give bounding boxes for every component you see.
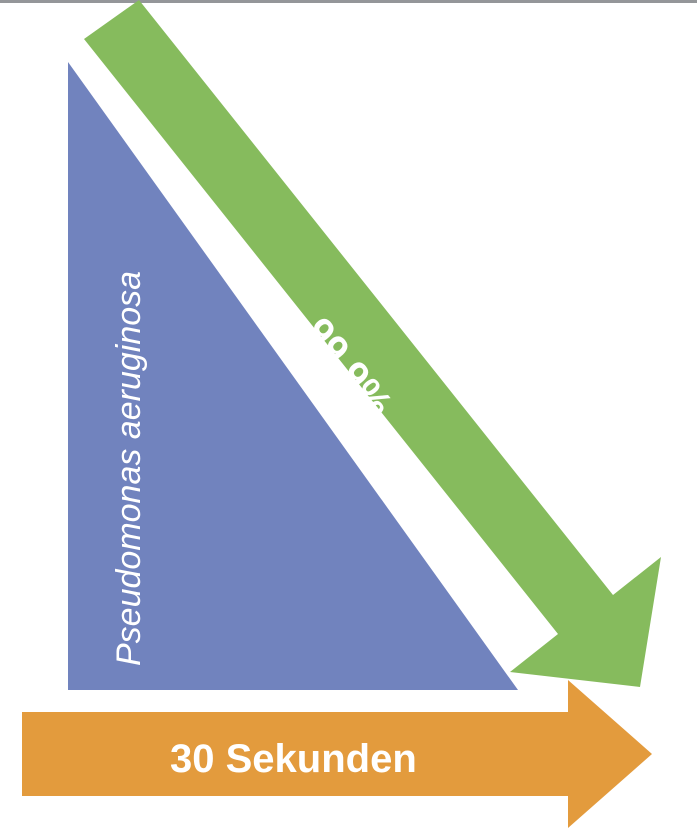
diagram-canvas: Pseudomonas aeruginosa 99,9% 30 Sekunden [0,0,697,835]
horizontal-arrow-label: 30 Sekunden [170,737,417,782]
diagram-svg [0,0,697,835]
triangle-label: Pseudomonas aeruginosa [110,271,149,666]
